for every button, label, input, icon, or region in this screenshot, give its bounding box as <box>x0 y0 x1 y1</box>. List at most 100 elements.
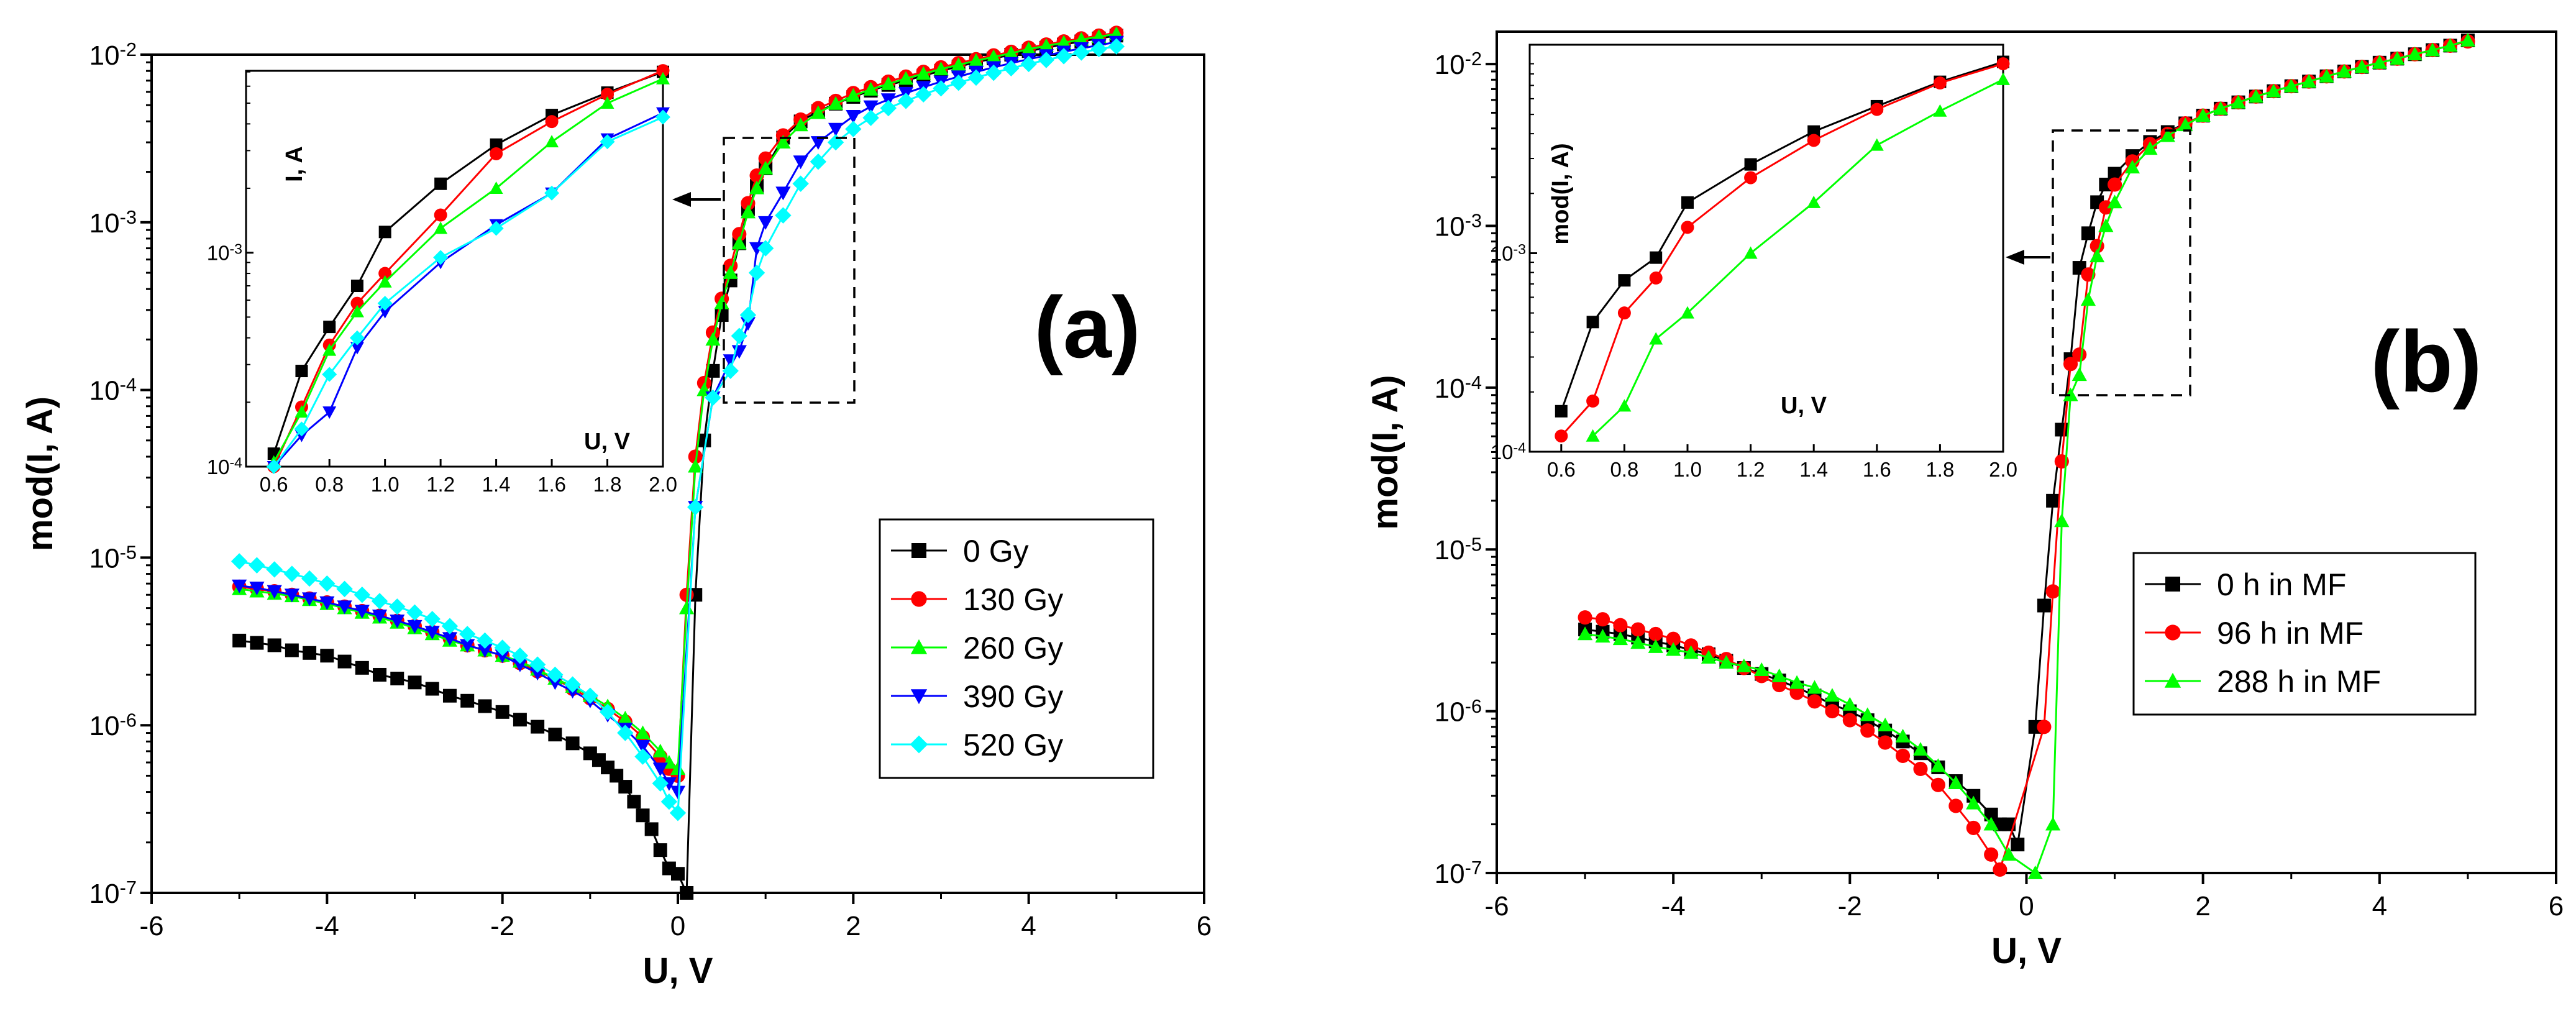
panel-b-data-point <box>1648 639 1663 653</box>
panel-b-inset-data-point <box>1586 429 1600 442</box>
panel-b-data-point <box>1930 777 1945 792</box>
panel-b-data-point <box>2098 218 2114 232</box>
panel-b-inset-data-point <box>1996 57 2010 71</box>
panel-a-data-point <box>610 769 624 783</box>
panel-b-data-point <box>2301 74 2317 88</box>
panel-b-data-point <box>2011 838 2025 852</box>
panel-b-data-point <box>2055 423 2069 437</box>
panel-a-data-point <box>810 105 826 119</box>
panel-a-data-point <box>951 57 966 71</box>
panel-b-legend-marker <box>2164 672 2181 688</box>
panel-b-data-point <box>1595 612 1610 627</box>
panel-a-data-point <box>916 66 931 80</box>
panel-b-inset-data-point <box>1744 158 1757 171</box>
panel-a-inset-data-point <box>295 405 309 418</box>
panel-a-data-point <box>442 688 457 703</box>
panel-b-y-tick-label: 10-3 <box>1435 210 1482 242</box>
panel-a-data-point <box>679 600 695 615</box>
panel-b-legend-marker <box>2165 624 2181 641</box>
panel-a-data-point <box>390 615 405 629</box>
panel-a-inset-data-point <box>322 406 337 419</box>
panel-b-data-point <box>1577 626 1593 641</box>
panel-a-data-point <box>1003 45 1019 60</box>
panel-a-data-point <box>933 80 949 97</box>
panel-b-data-point <box>2178 117 2193 132</box>
panel-a-data-point <box>442 632 458 646</box>
panel-b-data-point <box>2108 167 2122 181</box>
panel-a-x-tick-label: -4 <box>315 911 339 941</box>
panel-b-data-point <box>2037 720 2052 734</box>
panel-a-data-point <box>495 649 510 664</box>
panel-a-data-point <box>425 682 439 696</box>
panel-a-data-point <box>1055 48 1072 65</box>
panel-b-data-point <box>1683 645 1699 659</box>
panel-b-inset-data-point <box>1681 306 1694 319</box>
panel-b-legend-marker <box>2165 577 2180 592</box>
panel-b: -6 -4 -2 0 2 4 6 10-7 10-6 10-5 10-4 10-3 10-2 U, V mo… <box>1365 30 2564 971</box>
panel-a-data-point <box>303 646 317 660</box>
panel-a-y-tick-label: 10-4 <box>89 374 137 406</box>
panel-a-data-point <box>477 644 493 658</box>
panel-b-data-point <box>2354 59 2370 73</box>
panel-a-data-point <box>511 647 529 664</box>
panel-a-data-point <box>845 121 862 137</box>
panel-a-zoom-box <box>723 137 856 404</box>
panel-b-inset-x-tick-label: 1.8 <box>1925 458 1954 481</box>
panel-b-data-point <box>2045 816 2061 831</box>
panel-a-inset-series-line <box>273 70 664 467</box>
panel-a-y-tick-label: 10-6 <box>89 709 137 741</box>
panel-b-inset-data-point <box>1744 171 1758 185</box>
panel-a-data-point <box>283 565 301 582</box>
panel-b-data-point <box>2195 107 2211 122</box>
panel-a-x-tick-label: -6 <box>139 911 163 941</box>
panel-a-y-tick-label: 10-3 <box>89 206 137 239</box>
panel-b-inset-y-tick-label: 10-3 <box>1491 241 1526 265</box>
panel-b-inset-data-point <box>1617 306 1631 320</box>
panel-a-inset-data-point <box>378 226 391 239</box>
panel-a-x-axis-label: U, V <box>643 951 713 991</box>
panel-a-data-point <box>267 585 282 599</box>
panel-a-inset-x-tick-label: 0.6 <box>260 473 288 496</box>
panel-a-data-point <box>722 362 739 380</box>
panel-b-data-point <box>1719 655 1734 669</box>
panel-a-data-point <box>1090 40 1107 58</box>
panel-a-data-point <box>706 363 720 378</box>
panel-b-data-point <box>1789 685 1804 700</box>
panel-a-data-point <box>1038 52 1055 68</box>
panel-b-data-point <box>1948 798 1963 813</box>
panel-a-inset-data-point <box>656 64 670 78</box>
panel-a-inset-data-point <box>600 134 615 150</box>
panel-b-inset-data-point <box>1681 221 1694 234</box>
panel-b-data-point <box>2107 194 2122 209</box>
panel-a-data-point <box>688 459 703 473</box>
panel-a-data-point <box>232 633 247 647</box>
panel-b-inset-data-point <box>1649 271 1663 285</box>
panel-b-data-point <box>1930 758 1946 772</box>
panel-b-y-tick-label: 10-6 <box>1435 695 1482 728</box>
panel-b-inset-data-point <box>1618 274 1631 287</box>
panel-a-inset-data-point <box>378 267 392 280</box>
panel-a-data-point <box>810 153 827 170</box>
panel-a-data-point <box>827 134 844 151</box>
panel-a-data-point <box>407 619 422 634</box>
panel-a-data-point <box>424 611 441 628</box>
panel-a-data-point <box>775 134 791 149</box>
panel-a-inset-data-point <box>655 109 670 125</box>
panel-a-inset-data-point <box>322 367 337 382</box>
panel-b-data-point <box>2054 513 2070 528</box>
panel-a-inset-data-point <box>266 459 281 474</box>
panel-b-data-point <box>1860 707 1875 721</box>
panel-b-inset-data-point <box>1586 316 1599 329</box>
panel-a-y-tick-label: 10-5 <box>89 542 137 574</box>
panel-a-data-point <box>354 587 370 603</box>
panel-b-inset-data-point <box>1650 251 1663 264</box>
panel-b-data-point <box>1701 649 1717 664</box>
panel-a-inset-data-point <box>433 250 449 265</box>
panel-a-data-point <box>494 639 511 656</box>
panel-a-inset-data-point <box>350 304 364 318</box>
panel-b-inset-x-tick-label: 0.8 <box>1610 458 1638 481</box>
panel-a-data-point <box>671 867 685 881</box>
panel-b-inset-data-point <box>1555 429 1568 443</box>
panel-b-inset-data-point <box>1681 196 1694 209</box>
panel-a-data-point <box>441 618 459 634</box>
